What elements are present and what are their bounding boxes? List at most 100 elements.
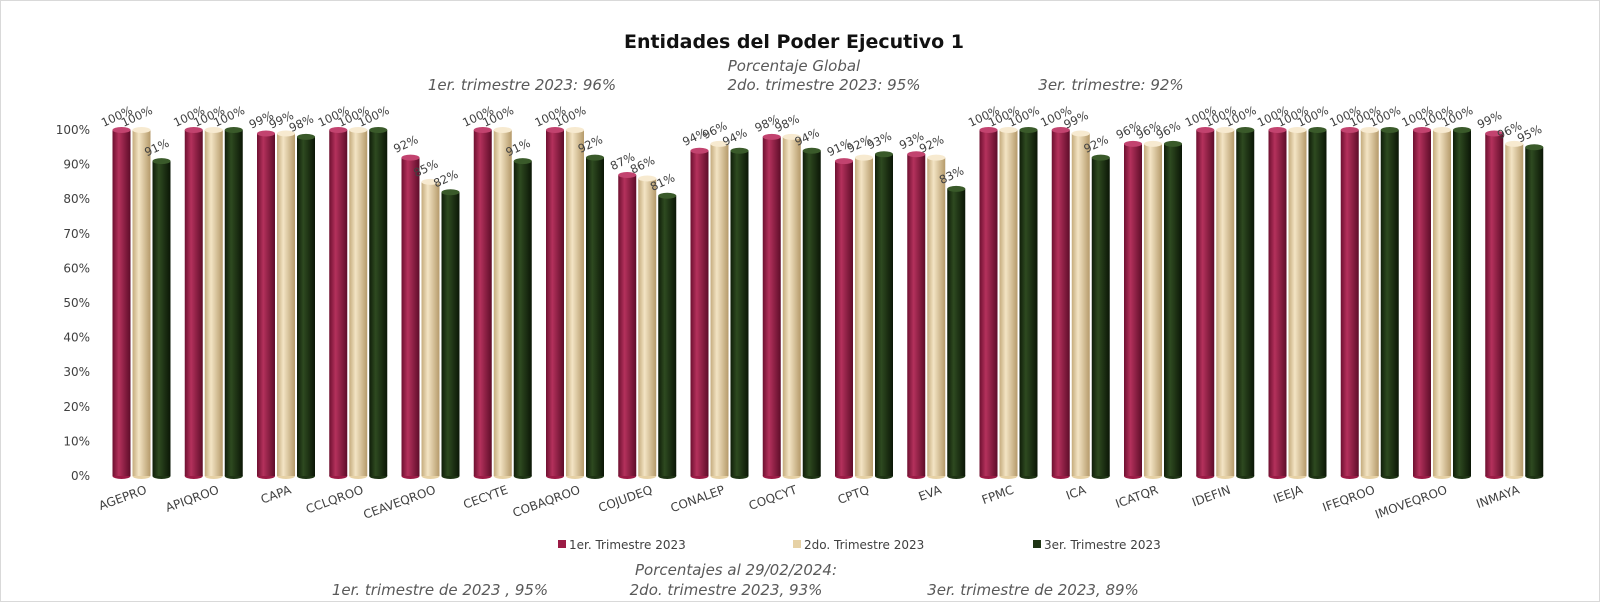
bar-top — [1433, 127, 1451, 133]
bar-top — [152, 158, 171, 165]
bar-body — [441, 192, 460, 476]
category-label: ICATQR — [1114, 483, 1160, 511]
bar-top — [132, 127, 151, 133]
bar-top — [401, 154, 420, 161]
bar-body — [1071, 133, 1090, 476]
category-label: IEEJA — [1271, 482, 1305, 506]
category-label: COQCYT — [747, 482, 799, 513]
bar-top — [999, 127, 1018, 133]
bar — [730, 147, 749, 479]
bar — [1216, 127, 1235, 479]
bar — [401, 154, 420, 479]
bar-body — [618, 174, 637, 477]
bar-top — [835, 158, 853, 165]
bar-body — [1091, 157, 1110, 476]
bar-body — [112, 130, 131, 476]
bar — [638, 175, 657, 479]
bar-top — [204, 127, 223, 133]
bar — [979, 127, 998, 479]
bar — [277, 130, 295, 479]
bar-top — [586, 154, 604, 161]
bar — [1051, 127, 1070, 479]
y-tick-label: 10% — [63, 434, 90, 448]
bar-top — [1051, 127, 1070, 133]
bar — [1380, 127, 1399, 479]
category-label: IMOVEQROO — [1373, 483, 1449, 522]
bar-top — [730, 147, 749, 154]
y-tick-label: 60% — [63, 261, 90, 275]
bar-top — [710, 140, 729, 147]
bar — [112, 127, 131, 479]
bar — [441, 189, 460, 479]
chart-subtitle: Porcentaje Global — [728, 57, 861, 75]
legend-swatch-q2 — [793, 540, 801, 548]
bar-top — [1071, 130, 1090, 137]
bar — [947, 185, 966, 479]
bar-body — [907, 154, 926, 476]
category-label: CECYTE — [461, 483, 509, 512]
bar-body — [1236, 130, 1255, 476]
y-tick-label: 70% — [63, 227, 90, 241]
bar-body — [369, 130, 388, 476]
bar-body — [257, 133, 275, 476]
y-tick-label: 30% — [63, 365, 90, 379]
header-note-q1: 1er. trimestre 2023: 96% — [428, 76, 616, 94]
bar-top — [658, 192, 677, 199]
bar-body — [1288, 130, 1307, 476]
legend-swatch-q3 — [1033, 540, 1041, 548]
bar-top — [1268, 127, 1287, 133]
bar — [132, 127, 151, 479]
bar — [1485, 130, 1504, 479]
bar-top — [1091, 154, 1110, 161]
bar-top — [224, 127, 243, 133]
bar — [257, 130, 275, 479]
y-tick-label: 80% — [63, 192, 90, 206]
bar-body — [1051, 130, 1070, 476]
bar-top — [1144, 140, 1162, 147]
bar — [782, 133, 801, 479]
bar — [184, 127, 203, 479]
bar — [1308, 127, 1327, 479]
bar-body — [1380, 130, 1399, 476]
bar-body — [1019, 130, 1038, 476]
bar-body — [1360, 130, 1379, 476]
bar-body — [855, 157, 873, 476]
bar-top — [1340, 127, 1359, 133]
bar-body — [1340, 130, 1359, 476]
legend-swatch-q1 — [558, 540, 566, 548]
bar-body — [224, 130, 243, 476]
bar-body — [493, 130, 512, 476]
bar-body — [1505, 143, 1524, 476]
bar — [1196, 127, 1215, 479]
y-tick-label: 100% — [56, 123, 90, 137]
bar-body — [999, 130, 1018, 476]
bar — [1236, 127, 1255, 479]
footer-title: Porcentajes al 29/02/2024: — [635, 561, 837, 579]
category-label: CPTQ — [836, 483, 871, 507]
bar — [1288, 127, 1307, 479]
bar-body — [927, 157, 946, 476]
bar-body — [349, 130, 368, 476]
bar — [835, 158, 853, 479]
bar-top — [907, 151, 926, 158]
bar — [297, 133, 315, 479]
bar-body — [204, 130, 223, 476]
bar — [1340, 127, 1359, 479]
bar — [1360, 127, 1379, 479]
bar-body — [979, 130, 998, 476]
bar — [999, 127, 1018, 479]
category-label: FPMC — [980, 483, 1016, 507]
bar-body — [1525, 147, 1544, 477]
bar-top — [493, 127, 512, 133]
bar-top — [112, 127, 131, 133]
bar-top — [782, 133, 801, 140]
bar-body — [1196, 130, 1215, 476]
bar-body — [710, 143, 729, 476]
bar-body — [132, 130, 151, 476]
bar-top — [257, 130, 275, 137]
bar-top — [855, 154, 873, 161]
y-tick-label: 0% — [71, 469, 90, 483]
bar — [710, 140, 729, 479]
bar-top — [979, 127, 998, 133]
